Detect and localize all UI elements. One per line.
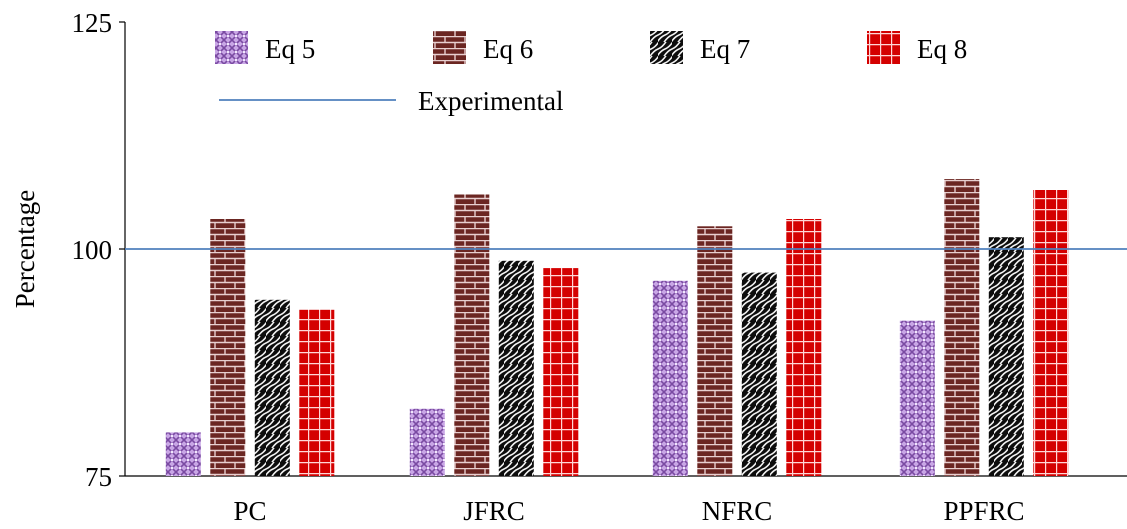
bar-eq5-jfrc [409, 408, 445, 476]
x-tick-label-jfrc: JFRC [463, 496, 525, 526]
y-tick-label-2: 125 [72, 8, 113, 38]
legend-label-eq8: Eq 8 [917, 34, 967, 64]
legend-swatch-eq5 [215, 31, 248, 64]
y-tick-label-1: 100 [72, 235, 113, 265]
bar-eq6-jfrc [454, 194, 490, 476]
legend-swatch-eq7 [650, 31, 683, 64]
legend-swatch-eq8 [867, 31, 900, 64]
bar-eq8-jfrc [543, 268, 579, 476]
bar-eq8-nfrc [786, 219, 822, 476]
x-tick-label-ppfrc: PPFRC [943, 496, 1024, 526]
x-tick-label-nfrc: NFRC [702, 496, 773, 526]
y-tick-label-0: 75 [85, 462, 112, 492]
bar-eq5-nfrc [652, 280, 688, 476]
bar-eq5-pc [165, 432, 201, 476]
bar-eq7-ppfrc [988, 237, 1024, 476]
bar-eq8-pc [299, 309, 335, 476]
legend-label-eq6: Eq 6 [483, 34, 533, 64]
legend-label-experimental: Experimental [418, 86, 563, 116]
legend-swatch-eq6 [433, 31, 466, 64]
y-axis-title: Percentage [10, 190, 40, 308]
bar-eq6-nfrc [697, 226, 733, 476]
legend-label-eq7: Eq 7 [700, 34, 750, 64]
bar-eq7-nfrc [741, 272, 777, 476]
legend: Eq 5 Eq 6 Eq 7 Eq 8 Experimental [215, 31, 967, 116]
bar-eq5-ppfrc [899, 320, 935, 476]
bar-eq8-ppfrc [1033, 190, 1069, 476]
bar-eq6-pc [210, 219, 246, 476]
legend-label-eq5: Eq 5 [265, 34, 315, 64]
bars-group [165, 179, 1069, 476]
bar-eq7-pc [254, 299, 290, 476]
bar-eq6-ppfrc [944, 179, 980, 476]
bar-eq7-jfrc [498, 260, 534, 476]
x-tick-label-pc: PC [233, 496, 266, 526]
